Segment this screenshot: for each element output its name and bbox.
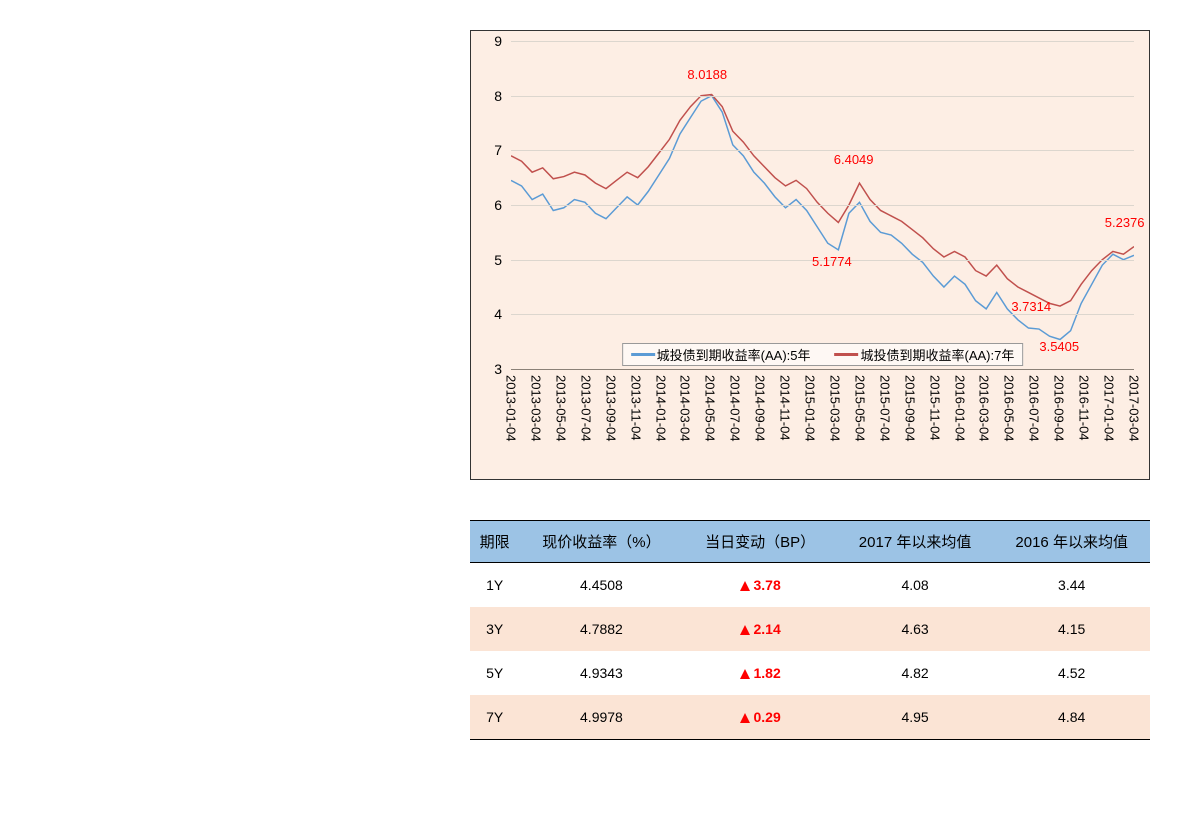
- table-column-header: 现价收益率（%）: [519, 521, 683, 563]
- table-cell: 7Y: [470, 695, 519, 740]
- table-column-header: 当日变动（BP）: [683, 521, 836, 563]
- x-tick-label: 2016-03-04: [977, 375, 992, 442]
- x-tick-label: 2014-01-04: [653, 375, 668, 442]
- legend-label: 城投债到期收益率(AA):5年: [657, 345, 811, 364]
- chart-annotation: 3.5405: [1039, 339, 1079, 354]
- x-tick-label: 2017-03-04: [1127, 375, 1142, 442]
- chart-legend: 城投债到期收益率(AA):5年 城投债到期收益率(AA):7年: [622, 343, 1024, 366]
- x-tick-label: 2015-11-04: [927, 375, 942, 441]
- table-cell: 4.95: [837, 695, 994, 740]
- x-tick-label: 2014-09-04: [753, 375, 768, 442]
- table-cell: 4.15: [993, 607, 1150, 651]
- arrow-up-icon: [740, 625, 750, 635]
- table-row: 1Y4.45083.784.083.44: [470, 563, 1150, 608]
- arrow-up-icon: [740, 581, 750, 591]
- table-cell: 4.9978: [519, 695, 683, 740]
- table-column-header: 2016 年以来均值: [993, 521, 1150, 563]
- arrow-up-icon: [740, 669, 750, 679]
- y-tick-label: 9: [494, 33, 502, 49]
- table-cell: 4.52: [993, 651, 1150, 695]
- x-tick-label: 2017-01-04: [1102, 375, 1117, 442]
- chart-y-axis: 3456789: [471, 41, 506, 369]
- table-row: 3Y4.78822.144.634.15: [470, 607, 1150, 651]
- y-tick-label: 6: [494, 197, 502, 213]
- table-cell: 4.82: [837, 651, 994, 695]
- chart-plot-area: 城投债到期收益率(AA):5年 城投债到期收益率(AA):7年 8.0188 6.4…: [511, 41, 1134, 369]
- legend-swatch: [835, 353, 859, 356]
- legend-swatch: [631, 353, 655, 356]
- legend-item: 城投债到期收益率(AA):7年: [835, 345, 1015, 364]
- table-column-header: 2017 年以来均值: [837, 521, 994, 563]
- table-cell: 4.4508: [519, 563, 683, 608]
- table-cell: 4.63: [837, 607, 994, 651]
- y-tick-label: 4: [494, 306, 502, 322]
- table-body: 1Y4.45083.784.083.443Y4.78822.144.634.15…: [470, 563, 1150, 740]
- table-cell: 3.78: [683, 563, 836, 608]
- arrow-up-icon: [740, 713, 750, 723]
- x-tick-label: 2013-01-04: [504, 375, 519, 442]
- x-tick-label: 2015-03-04: [827, 375, 842, 442]
- x-tick-label: 2014-05-04: [703, 375, 718, 442]
- table-cell: 3.44: [993, 563, 1150, 608]
- x-tick-label: 2014-03-04: [678, 375, 693, 442]
- table-cell: 1.82: [683, 651, 836, 695]
- x-tick-label: 2016-01-04: [952, 375, 967, 442]
- table-cell: 3Y: [470, 607, 519, 651]
- x-tick-label: 2013-07-04: [578, 375, 593, 442]
- x-tick-label: 2015-07-04: [877, 375, 892, 442]
- x-tick-label: 2015-05-04: [852, 375, 867, 442]
- table-cell: 4.7882: [519, 607, 683, 651]
- table-cell: 5Y: [470, 651, 519, 695]
- table-cell: 4.08: [837, 563, 994, 608]
- legend-item: 城投债到期收益率(AA):5年: [631, 345, 811, 364]
- y-tick-label: 3: [494, 361, 502, 377]
- chart-annotation: 3.7314: [1011, 299, 1051, 314]
- x-tick-label: 2014-11-04: [778, 375, 793, 441]
- table-cell: 1Y: [470, 563, 519, 608]
- table-header-row: 期限现价收益率（%）当日变动（BP）2017 年以来均值2016 年以来均值: [470, 521, 1150, 563]
- x-tick-label: 2016-05-04: [1002, 375, 1017, 442]
- chart-annotation: 5.2376: [1105, 215, 1145, 230]
- yield-line-chart: 3 4 5 6 7 8 9 城投债到期收益率(AA):5年 城投债到期收益率(AA):7年 8…: [470, 30, 1150, 480]
- x-tick-label: 2013-09-04: [603, 375, 618, 442]
- table-cell: 4.9343: [519, 651, 683, 695]
- x-tick-label: 2016-09-04: [1052, 375, 1067, 442]
- chart-annotation: 8.0188: [687, 67, 727, 82]
- table-cell: 4.84: [993, 695, 1150, 740]
- y-tick-label: 8: [494, 88, 502, 104]
- x-tick-label: 2013-11-04: [628, 375, 643, 441]
- x-tick-label: 2015-01-04: [803, 375, 818, 442]
- chart-annotation: 5.1774: [812, 254, 852, 269]
- x-tick-label: 2014-07-04: [728, 375, 743, 442]
- y-tick-label: 7: [494, 142, 502, 158]
- table-column-header: 期限: [470, 521, 519, 563]
- table-cell: 0.29: [683, 695, 836, 740]
- x-tick-label: 2016-07-04: [1027, 375, 1042, 442]
- x-tick-label: 2016-11-04: [1077, 375, 1092, 441]
- x-tick-label: 2013-03-04: [528, 375, 543, 442]
- yield-table: 期限现价收益率（%）当日变动（BP）2017 年以来均值2016 年以来均值 1…: [470, 520, 1150, 740]
- chart-annotation: 6.4049: [834, 152, 874, 167]
- y-tick-label: 5: [494, 252, 502, 268]
- table-row: 5Y4.93431.824.824.52: [470, 651, 1150, 695]
- legend-label: 城投债到期收益率(AA):7年: [861, 345, 1015, 364]
- chart-x-axis: 2013-01-042013-03-042013-05-042013-07-04…: [511, 371, 1134, 479]
- table-cell: 2.14: [683, 607, 836, 651]
- x-tick-label: 2013-05-04: [553, 375, 568, 442]
- x-tick-label: 2015-09-04: [902, 375, 917, 442]
- table-row: 7Y4.99780.294.954.84: [470, 695, 1150, 740]
